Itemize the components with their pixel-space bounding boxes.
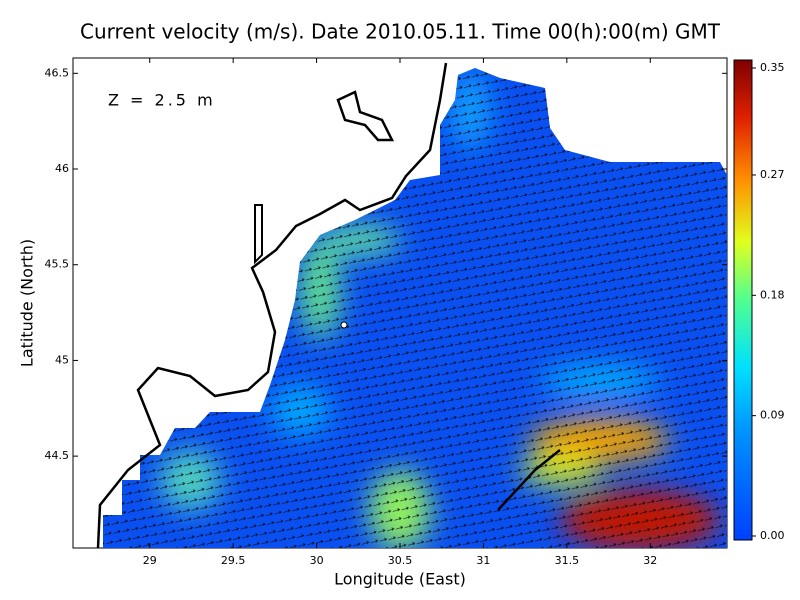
x-axis-label: Longitude (East) bbox=[334, 570, 466, 589]
x-tick-label: 29.5 bbox=[221, 554, 246, 567]
y-tick-label: 44.5 bbox=[45, 449, 70, 462]
depth-label: Z = 2.5 m bbox=[108, 91, 216, 110]
x-tick-label: 30 bbox=[310, 554, 324, 567]
colorbar-tick-label: 0.09 bbox=[760, 409, 785, 422]
y-tick-label: 45.5 bbox=[45, 258, 70, 271]
colorbar-tick-label: 0.18 bbox=[760, 288, 785, 301]
chart-title: Current velocity (m/s). Date 2010.05.11.… bbox=[80, 20, 721, 44]
colorbar-tick-label: 0.35 bbox=[760, 61, 785, 74]
y-axis-label: Latitude (North) bbox=[18, 239, 37, 367]
x-tick-label: 29 bbox=[143, 554, 157, 567]
plot-area: Z = 2.5 m bbox=[72, 57, 728, 549]
colorbar bbox=[733, 59, 753, 541]
x-tick-label: 30.5 bbox=[388, 554, 413, 567]
coastline bbox=[96, 62, 561, 549]
x-tick-label: 31.5 bbox=[555, 554, 580, 567]
marker bbox=[340, 321, 348, 329]
y-tick-label: 45 bbox=[55, 353, 69, 366]
colorbar-tick-label: 0.27 bbox=[760, 168, 785, 181]
colorbar-tick-label: 0.00 bbox=[760, 529, 785, 542]
y-tick-label: 46.5 bbox=[45, 66, 70, 79]
y-tick-label: 46 bbox=[55, 162, 69, 175]
x-tick-label: 31 bbox=[476, 554, 490, 567]
x-tick-label: 32 bbox=[643, 554, 657, 567]
